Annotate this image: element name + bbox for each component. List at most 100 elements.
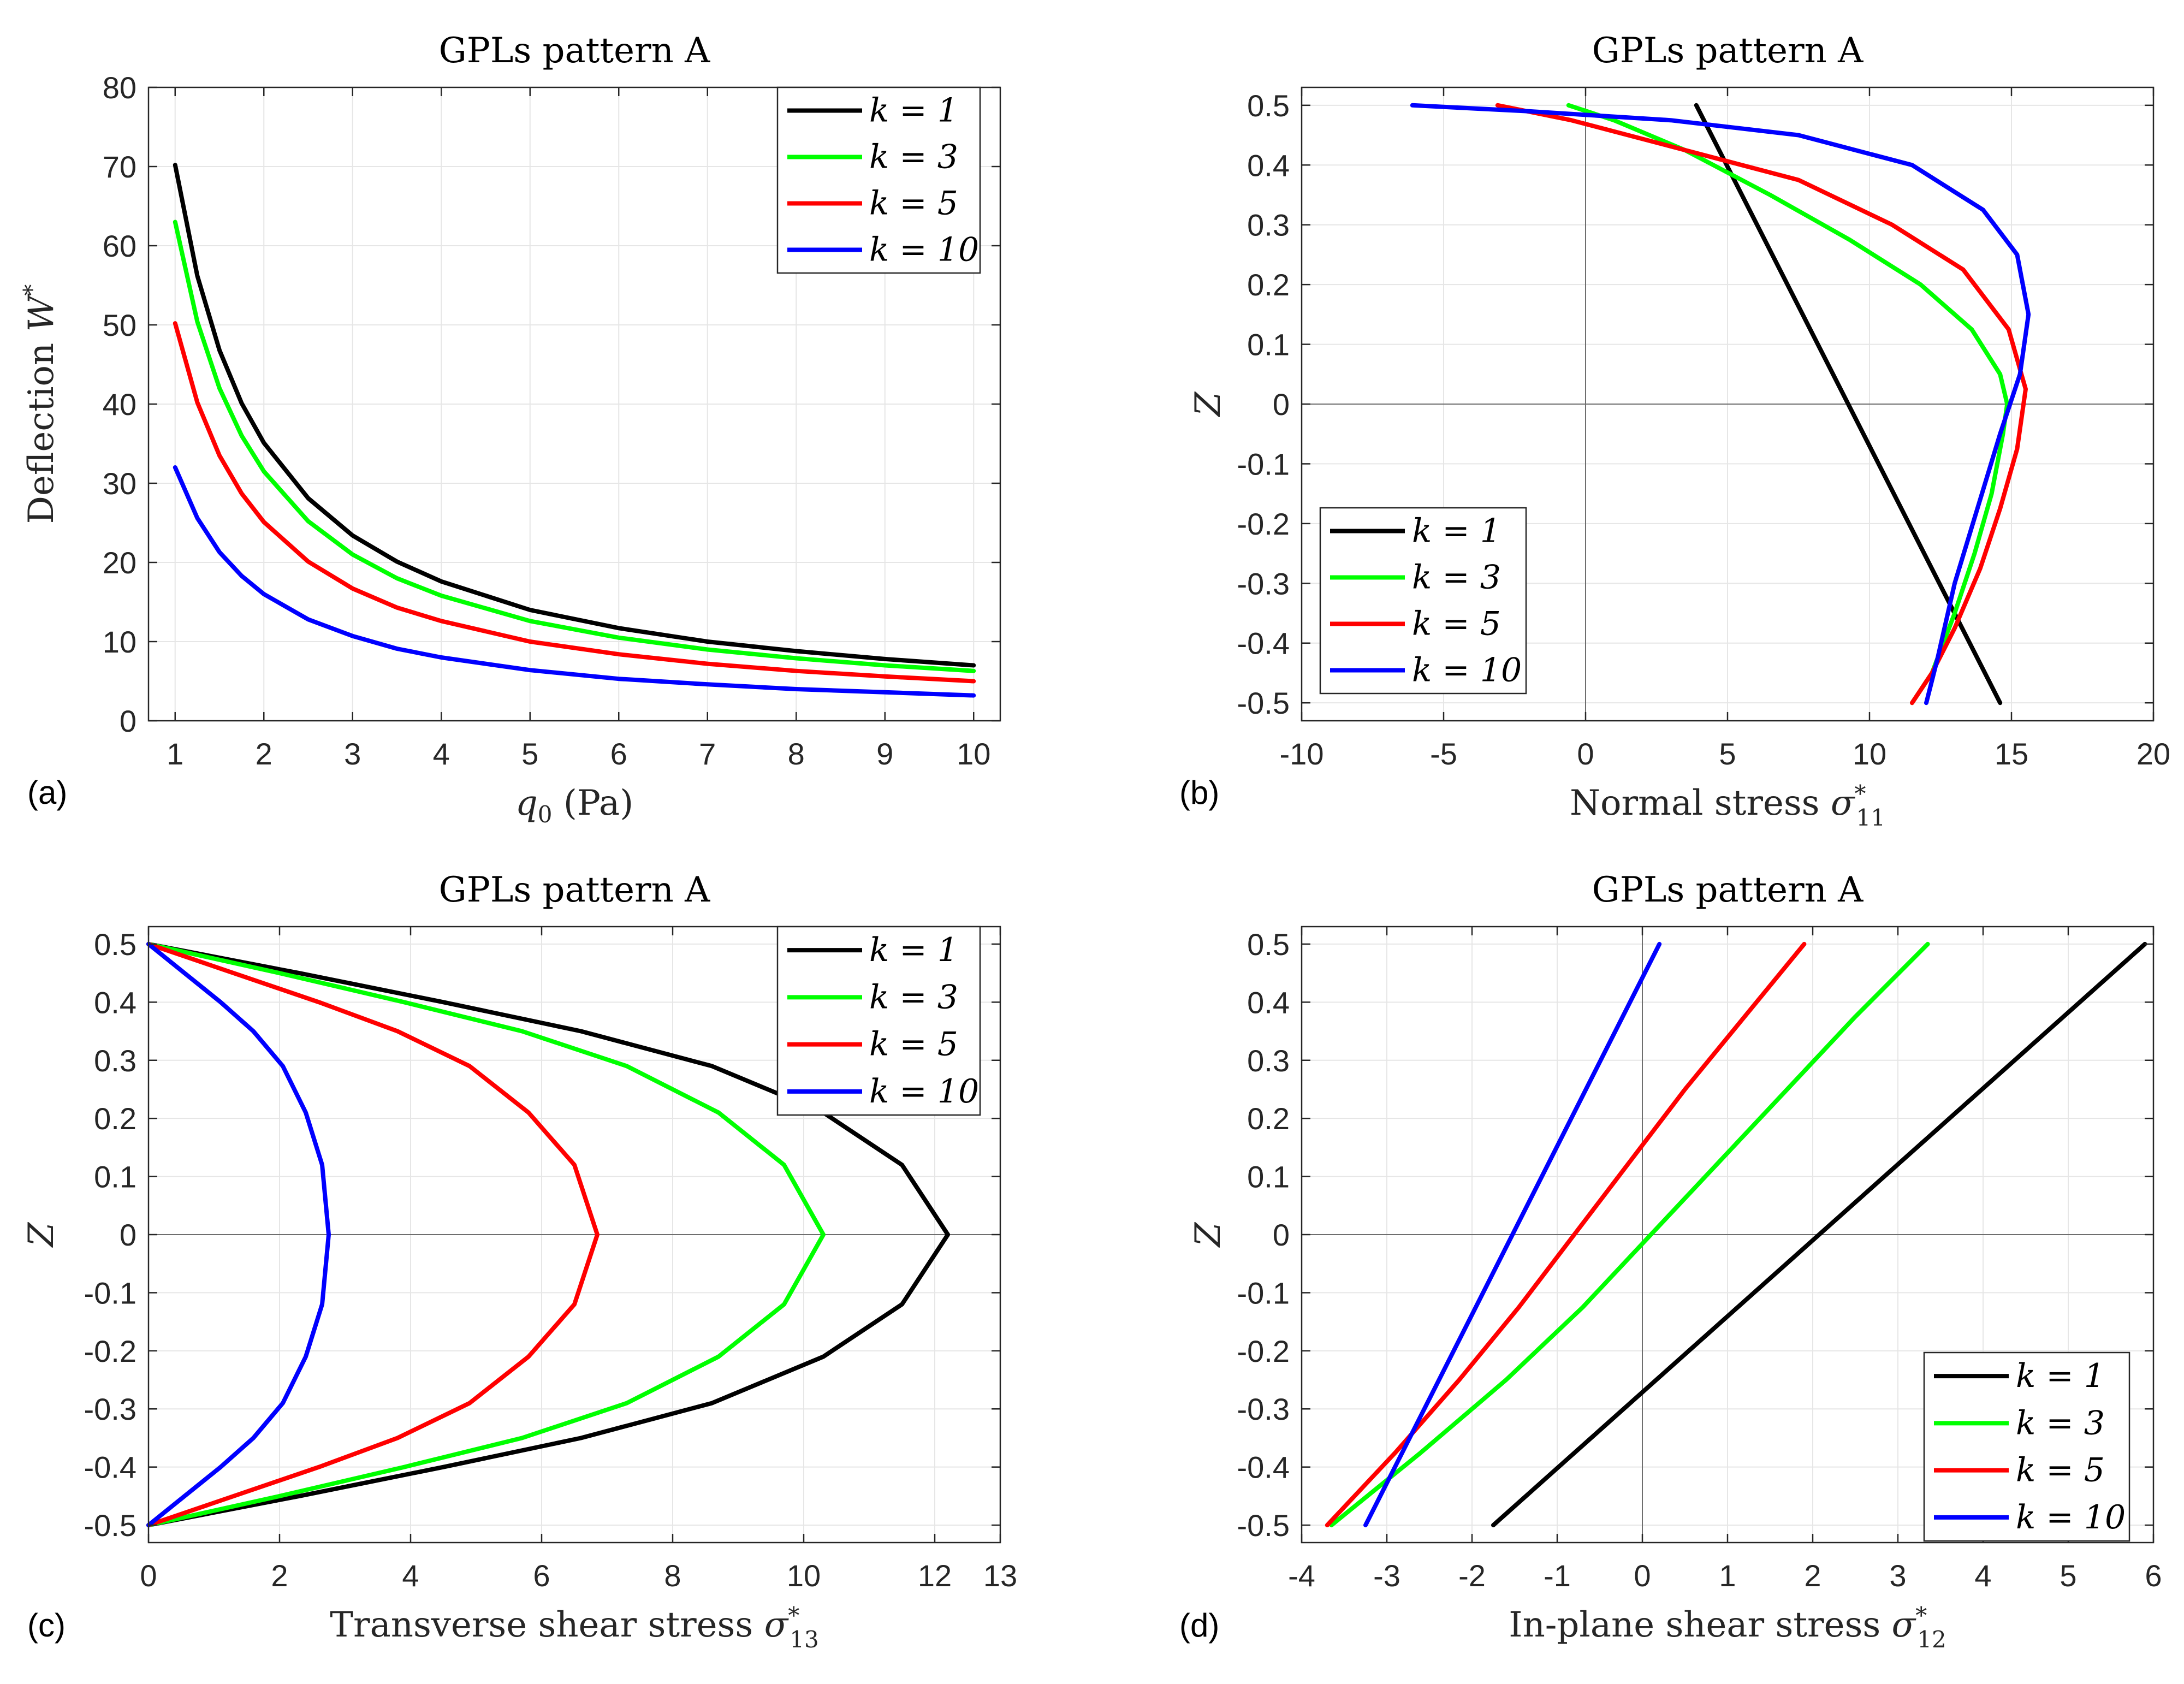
- y-axis-label: Z: [1188, 391, 1228, 417]
- x-tick-label: 20: [2136, 737, 2170, 771]
- y-tick-label: 0: [1273, 1218, 1290, 1252]
- x-tick-label: 2: [1804, 1558, 1821, 1593]
- legend-label-k3: k = 3: [869, 138, 958, 176]
- series-line-k5: [173, 321, 976, 684]
- x-tick-label: 2: [256, 737, 272, 771]
- x-tick-label: 6: [533, 1558, 550, 1593]
- x-tick-label: 3: [344, 737, 361, 771]
- x-tick-label: 5: [1719, 737, 1736, 771]
- y-tick-label: 0.1: [94, 1160, 136, 1194]
- legend-label-k1: k = 1: [2016, 1357, 2105, 1395]
- y-axis-label: Deflection W*: [19, 284, 62, 524]
- legend-label-k5: k = 5: [869, 1025, 958, 1064]
- y-tick-label: 0: [120, 1218, 136, 1252]
- x-tick-label: 1: [1719, 1558, 1736, 1593]
- series-line-k5: [146, 941, 600, 1528]
- y-tick-label: 20: [103, 545, 136, 580]
- y-axis-label: Z: [21, 1222, 62, 1248]
- y-tick-label: 0.1: [1247, 1160, 1290, 1194]
- chart-title: GPLs pattern A: [439, 31, 710, 71]
- x-tick-label: 10: [957, 737, 990, 771]
- x-tick-label: 5: [521, 737, 538, 771]
- y-tick-label: 0: [1273, 387, 1290, 422]
- series-line-k10: [1363, 941, 1662, 1528]
- series-line-k3: [146, 941, 826, 1528]
- series-line-k10: [146, 941, 331, 1528]
- y-tick-label: -0.3: [1237, 1392, 1290, 1426]
- x-tick-label: 8: [664, 1558, 681, 1593]
- x-tick-label: 10: [1853, 737, 1886, 771]
- x-tick-label: 7: [699, 737, 716, 771]
- legend-label-k10: k = 10: [2016, 1498, 2126, 1537]
- x-tick-label: 12: [918, 1558, 952, 1593]
- x-tick-label: 0: [1577, 737, 1594, 771]
- legend-label-k1: k = 1: [869, 931, 958, 969]
- y-tick-label: 80: [103, 70, 136, 105]
- y-tick-label: 10: [103, 625, 136, 659]
- legend-label-k3: k = 3: [1412, 559, 1501, 597]
- y-tick-label: -0.5: [1237, 1508, 1290, 1543]
- x-axis-label: q0 (Pa): [515, 783, 633, 828]
- y-tick-label: 0.4: [1247, 985, 1290, 1019]
- y-tick-label: -0.2: [1237, 507, 1290, 541]
- panel-letter: (a): [27, 774, 67, 811]
- y-tick-label: 0.2: [1247, 268, 1290, 302]
- panel-letter: (d): [1179, 1607, 1219, 1644]
- x-tick-label: 4: [433, 737, 450, 771]
- legend-label-k10: k = 10: [869, 231, 979, 269]
- series-line-k3: [1329, 941, 1930, 1528]
- legend: k = 1 k = 3 k = 5 k = 10: [1319, 507, 1527, 695]
- y-tick-label: -0.5: [1237, 686, 1290, 720]
- legend: k = 1 k = 3 k = 5 k = 10: [776, 926, 981, 1116]
- x-tick-label: 4: [1974, 1558, 1991, 1593]
- y-tick-label: 30: [103, 466, 136, 501]
- series-line-k3: [1566, 103, 2010, 705]
- legend-box: [1319, 507, 1527, 695]
- legend-label-k1: k = 1: [869, 92, 958, 130]
- x-tick-label: 0: [140, 1558, 157, 1593]
- series-line-k1: [173, 163, 976, 668]
- chart-panel-1: 1 2 3 4 5 6 7 8 9 10 0 10 20 30 40 50 60 70 80 GPLs pattern…: [19, 31, 1001, 828]
- legend-box: [1923, 1351, 2130, 1542]
- x-tick-label: -2: [1458, 1558, 1486, 1593]
- legend-label-k3: k = 3: [869, 978, 958, 1016]
- y-tick-label: 40: [103, 387, 136, 422]
- y-tick-label: -0.4: [1237, 1450, 1290, 1485]
- y-tick-label: -0.4: [1237, 626, 1290, 661]
- x-tick-label: 9: [876, 737, 893, 771]
- y-tick-label: -0.3: [84, 1392, 137, 1426]
- x-tick-label: 4: [402, 1558, 419, 1593]
- x-axis-label: Normal stress σ* 11: [1570, 780, 1885, 831]
- x-tick-label: -5: [1430, 737, 1457, 771]
- series-line-k10: [1410, 103, 2031, 705]
- legend-label-k10: k = 10: [1412, 651, 1522, 690]
- y-tick-label: 0.3: [1247, 208, 1290, 242]
- legend-label-k5: k = 5: [869, 185, 958, 223]
- y-tick-label: 70: [103, 150, 136, 184]
- series-line-k1: [146, 941, 950, 1528]
- panel-letter: (b): [1179, 774, 1219, 811]
- x-tick-label: -1: [1544, 1558, 1571, 1593]
- series-line-k5: [1495, 103, 2028, 705]
- x-tick-label: 1: [167, 737, 183, 771]
- y-tick-label: 0.4: [1247, 148, 1290, 182]
- legend-label-k5: k = 5: [2016, 1451, 2105, 1490]
- y-tick-label: 60: [103, 229, 136, 263]
- x-tick-label: 8: [788, 737, 805, 771]
- y-tick-label: -0.1: [1237, 1276, 1290, 1310]
- y-tick-label: -0.3: [1237, 566, 1290, 601]
- x-tick-label: 2: [271, 1558, 288, 1593]
- y-tick-label: -0.5: [84, 1508, 137, 1543]
- chart-panel-2: -10 -5 0 5 10 15 20 -0.5 -0.4 -0.3 -0.2 -0.1 0 0.1 0.2…: [1179, 31, 2170, 831]
- x-axis-label: Transverse shear stress σ* 13: [330, 1602, 818, 1653]
- y-tick-label: -0.1: [1237, 447, 1290, 481]
- legend-box: [776, 926, 981, 1116]
- y-tick-label: 0.3: [1247, 1043, 1290, 1078]
- legend-label-k1: k = 1: [1412, 512, 1501, 550]
- y-tick-label: -0.1: [84, 1276, 137, 1310]
- y-tick-label: -0.2: [84, 1334, 137, 1368]
- series-line-k10: [173, 465, 976, 698]
- y-tick-label: 0.2: [1247, 1101, 1290, 1136]
- x-tick-label: 3: [1889, 1558, 1906, 1593]
- legend: k = 1 k = 3 k = 5 k = 10: [776, 86, 981, 274]
